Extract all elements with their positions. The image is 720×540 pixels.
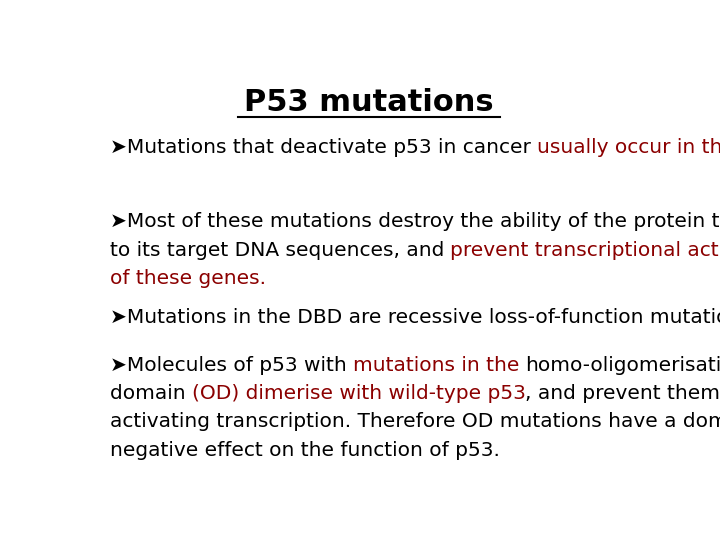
Text: P53 mutations: P53 mutations xyxy=(244,87,494,117)
Text: , and prevent them from: , and prevent them from xyxy=(526,384,720,403)
Text: ➤Molecules of p53 with: ➤Molecules of p53 with xyxy=(109,356,353,375)
Text: ➤Mutations in the DBD are recessive loss-of-function mutations.: ➤Mutations in the DBD are recessive loss… xyxy=(109,308,720,327)
Text: homo-oligomerisation: homo-oligomerisation xyxy=(526,356,720,375)
Text: prevent transcriptional activation: prevent transcriptional activation xyxy=(450,241,720,260)
Text: negative effect on the function of p53.: negative effect on the function of p53. xyxy=(109,441,500,460)
Text: to its target DNA sequences, and: to its target DNA sequences, and xyxy=(109,241,450,260)
Text: activating transcription. Therefore OD mutations have a dominant: activating transcription. Therefore OD m… xyxy=(109,413,720,431)
Text: (OD) dimerise with wild-type p53: (OD) dimerise with wild-type p53 xyxy=(192,384,526,403)
Text: usually occur in the DBD.: usually occur in the DBD. xyxy=(537,138,720,157)
Text: mutations in the: mutations in the xyxy=(353,356,526,375)
Text: domain: domain xyxy=(109,384,192,403)
Text: ➤Mutations that deactivate p53 in cancer: ➤Mutations that deactivate p53 in cancer xyxy=(109,138,537,157)
Text: of these genes.: of these genes. xyxy=(109,269,266,288)
Text: ➤Most of these mutations destroy the ability of the protein to bind: ➤Most of these mutations destroy the abi… xyxy=(109,212,720,232)
